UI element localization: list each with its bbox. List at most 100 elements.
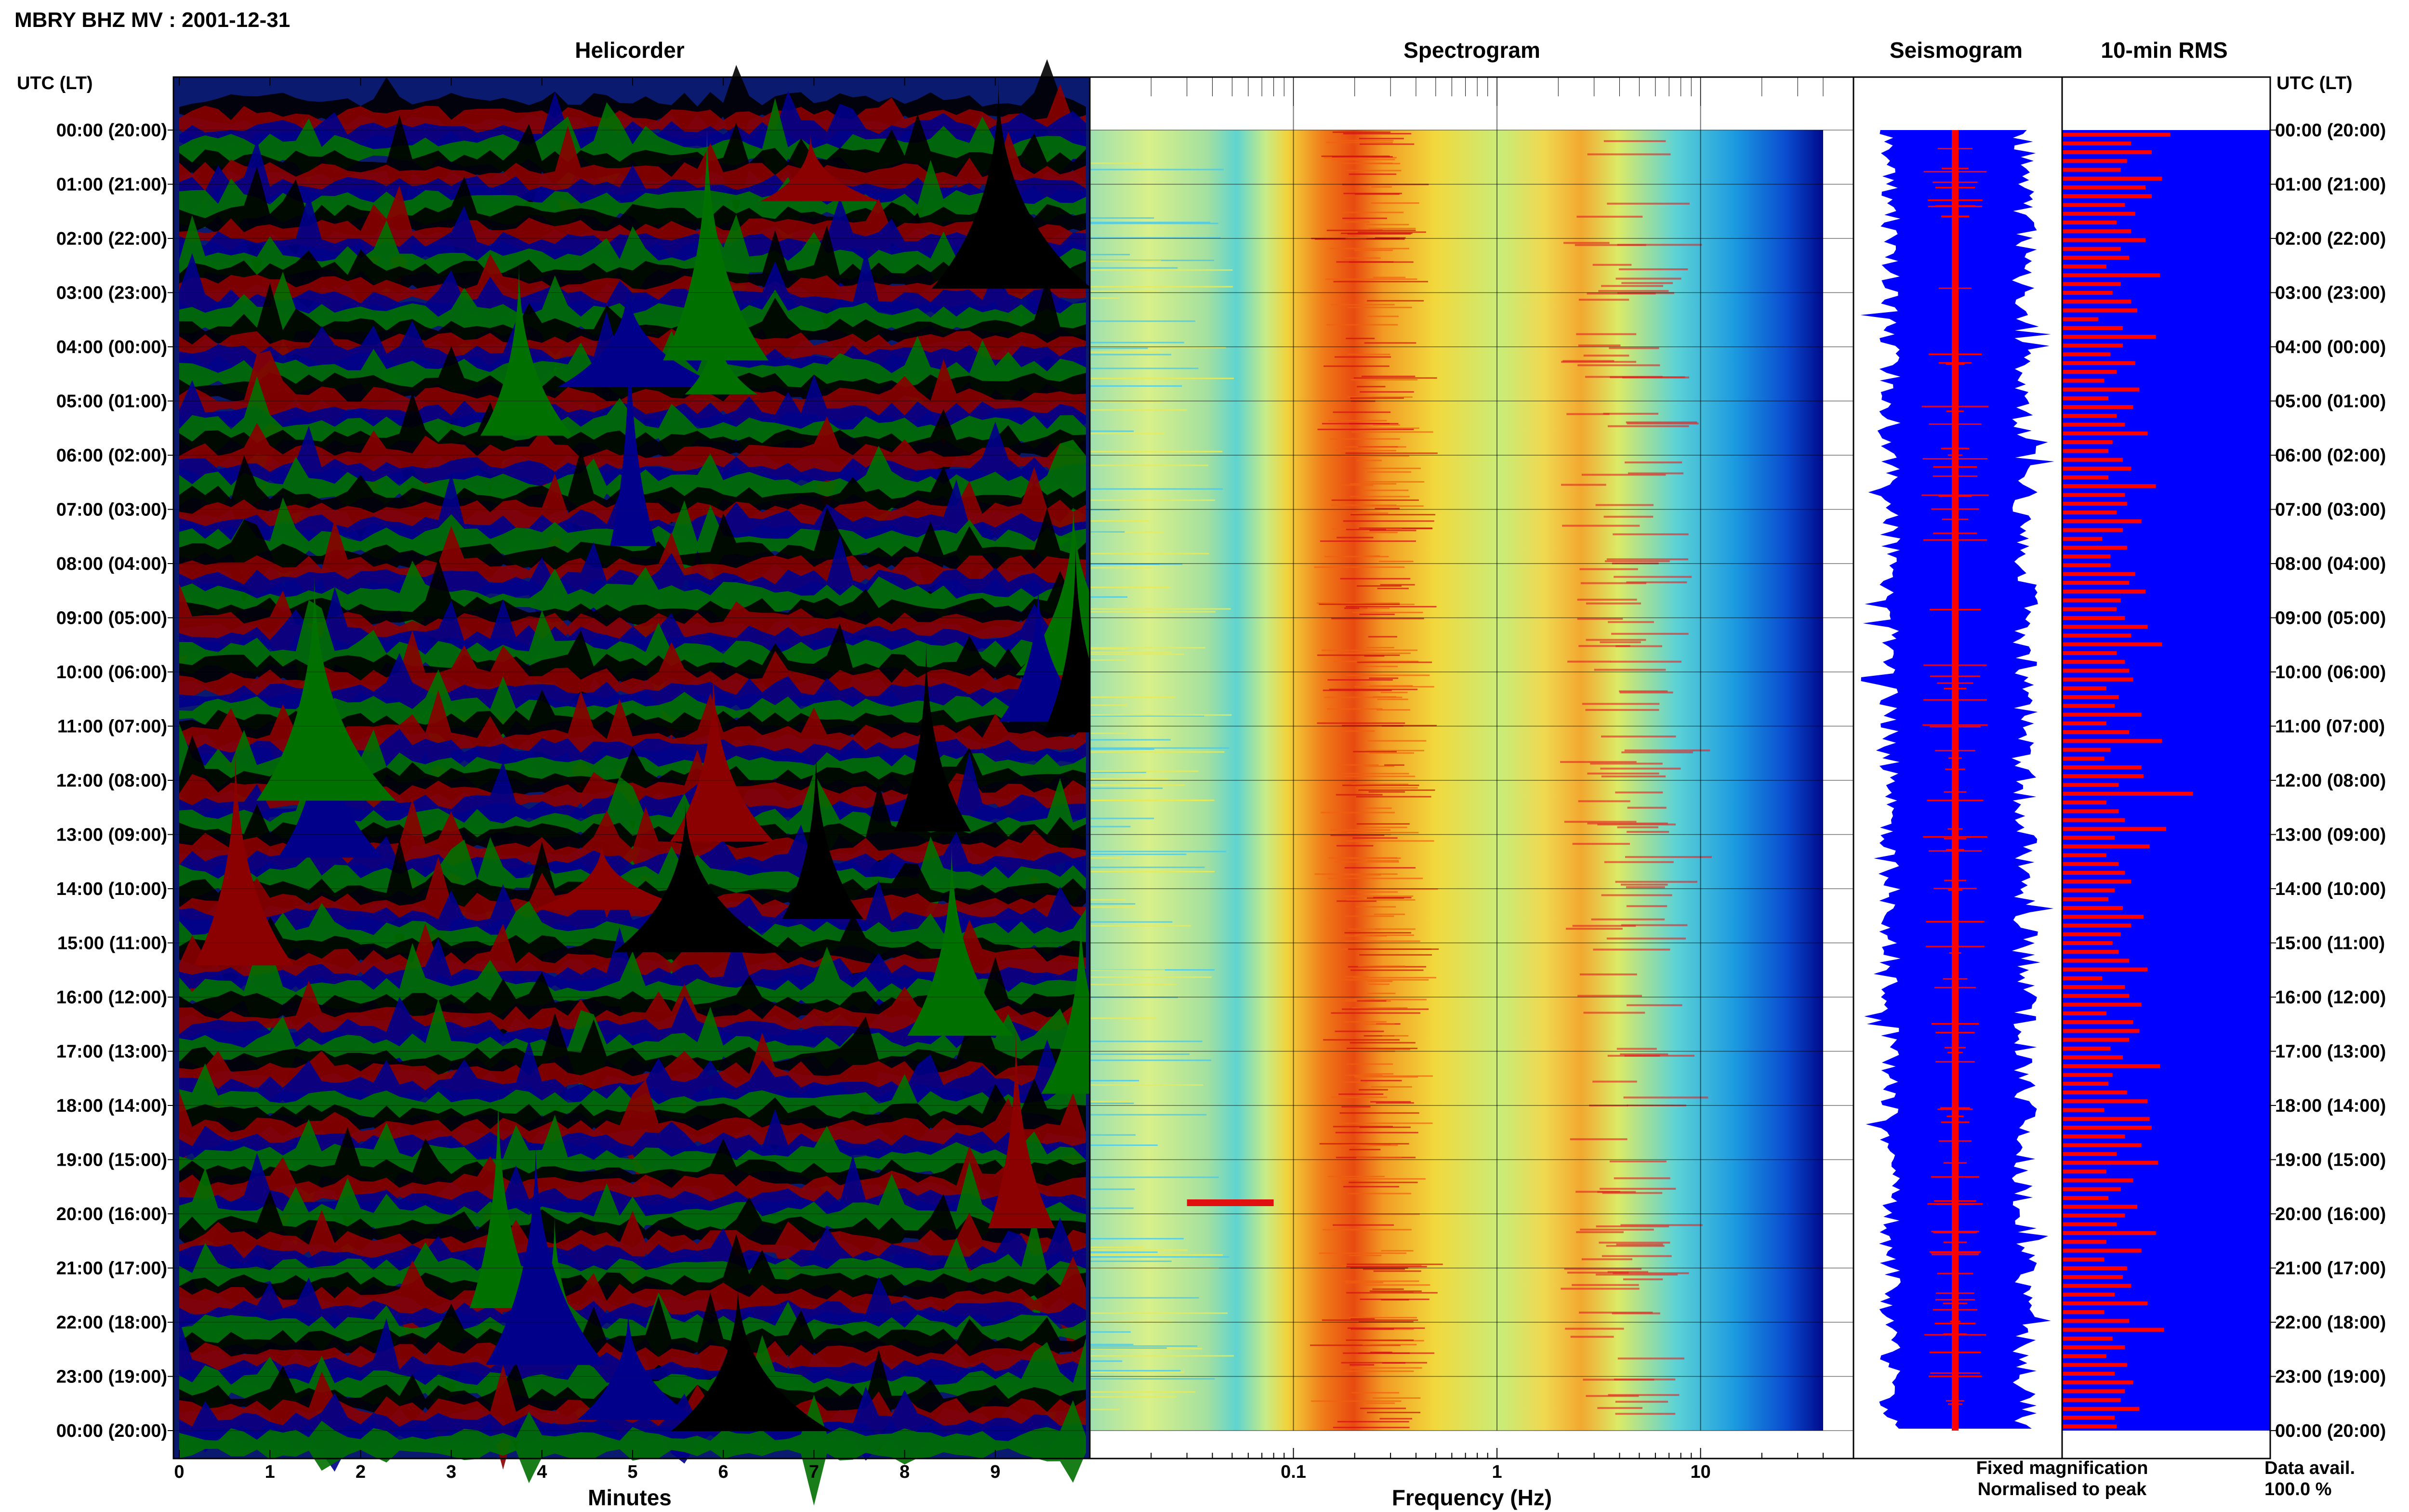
spectrogram-stripe (1323, 689, 1392, 691)
spectrogram-stripe (1358, 965, 1405, 967)
rms-bar (2063, 563, 2111, 567)
spectrogram-stripe (1090, 222, 1211, 224)
rms-bar (2063, 1011, 2106, 1016)
spectrogram-stripe (1587, 772, 1659, 775)
spectrogram-stripe (1090, 608, 1231, 610)
rms-bar (2063, 1424, 2117, 1429)
spectrogram-stripe (1322, 423, 1399, 425)
spectrogram-stripe (1364, 427, 1419, 429)
rms-bar (2063, 835, 2115, 840)
rms-bar (2063, 141, 2131, 145)
spectrogram-stripe (1367, 860, 1399, 862)
rms-bar (2063, 818, 2125, 822)
time-label-left: 09:00 (05:00) (56, 608, 167, 629)
spectrogram-transient (1187, 1199, 1274, 1206)
spectrogram-stripe (1360, 1079, 1402, 1081)
spectrogram-stripe (1336, 845, 1374, 847)
spectrogram-stripe (1380, 584, 1415, 586)
rms-bar (2063, 387, 2140, 392)
seismogram-normalised-spike (1929, 1375, 1982, 1377)
spectrogram-stripe (1586, 639, 1646, 641)
helicorder-tick-label: 3 (446, 1462, 456, 1482)
spectrogram-stripe (1352, 1007, 1408, 1009)
seismogram-normalised-spike (1946, 410, 1964, 412)
spectrogram-stripe (1576, 215, 1643, 218)
spectrogram-stripe (1347, 1263, 1443, 1265)
rms-bar (2063, 290, 2113, 295)
seismogram-normalised-spike (1935, 1299, 1975, 1301)
spectrogram-stripe (1350, 969, 1424, 971)
seismogram-normalised-spike (1936, 1292, 1974, 1294)
spectrogram-stripe (1328, 1175, 1385, 1177)
spectrogram-stripe (1314, 873, 1398, 875)
spectrogram-title: Spectrogram (1403, 38, 1540, 63)
rms-bar (2063, 809, 2119, 814)
rms-bar (2063, 1064, 2160, 1068)
rms-bar (2063, 335, 2156, 339)
spectrogram-stripe (1359, 138, 1404, 140)
spectrogram-stripe (1626, 886, 1665, 888)
spectrogram-stripe (1608, 1394, 1680, 1396)
spectrogram-stripe (1090, 217, 1154, 219)
rms-bar (2063, 168, 2121, 172)
spectrogram-stripe (1362, 666, 1398, 668)
helicorder-trace (179, 140, 1086, 243)
rms-bar (2063, 519, 2142, 524)
time-label-right: 09:00 (05:00) (2275, 608, 2386, 629)
helicorder-trace (179, 689, 1086, 775)
spectrogram-stripe (1617, 244, 1702, 246)
seismogram-normalised-spike (1942, 168, 1969, 170)
spectrogram-stripe (1362, 1344, 1417, 1346)
seismogram-normalised-spike (1927, 800, 1984, 802)
helicorder-tick-label: 2 (356, 1462, 366, 1482)
spectrogram-stripe (1606, 1245, 1665, 1247)
rms-bar (2063, 1310, 2105, 1315)
helicorder-trace (179, 836, 1086, 928)
seismogram-normalised-spike (1926, 946, 1985, 947)
seismogram-normalised-spike (1948, 1403, 1962, 1405)
spectrogram-stripe (1337, 773, 1409, 775)
rms-bar (2063, 660, 2125, 664)
spectrogram-stripe (1090, 739, 1171, 741)
spectrogram-stripe (1353, 750, 1397, 752)
spectrogram-stripe (1337, 1213, 1420, 1215)
rms-bar (2063, 1407, 2140, 1411)
spectrogram-stripe (1090, 499, 1215, 501)
spectrogram-stripe (1620, 1053, 1668, 1055)
spectrogram-stripe (1090, 784, 1185, 786)
rms-bar (2063, 774, 2144, 778)
spectrogram-stripe (1090, 1017, 1156, 1019)
helicorder-trace (179, 1146, 1086, 1245)
spectrogram-stripe (1354, 686, 1434, 688)
spectrogram-stripe (1090, 351, 1161, 353)
spectrogram-stripe (1371, 1086, 1412, 1088)
seismogram-normalised-spike (1931, 1023, 1979, 1025)
seismogram-normalised-spike (1931, 1176, 1979, 1178)
spectrogram-stripe (1349, 173, 1397, 175)
spectrogram-stripe (1359, 827, 1407, 828)
spectrogram-stripe (1610, 660, 1681, 663)
seismogram-normalised-spike (1947, 828, 1963, 830)
rms-bar (2063, 1178, 2133, 1183)
rms-bar (2063, 1020, 2133, 1025)
spectrogram-stripe (1373, 896, 1412, 898)
rms-bar (2063, 466, 2131, 471)
spectrogram-stripe (1614, 576, 1692, 578)
time-label-left: 02:00 (22:00) (56, 229, 167, 249)
spectrogram-stripe (1346, 528, 1387, 530)
spectrogram-stripe (1347, 233, 1411, 235)
time-label-left: 01:00 (21:00) (56, 175, 167, 195)
helicorder-trace (179, 1127, 1086, 1234)
spectrogram-stripe (1090, 354, 1172, 355)
rms-bar (2063, 1301, 2148, 1306)
seismogram-normalised-spike (1938, 287, 1972, 289)
spectrogram-stripe (1345, 605, 1437, 607)
seismogram-normalised-spike (1947, 454, 1963, 456)
spectrogram-stripe (1326, 229, 1416, 231)
helicorder-trace (179, 784, 1086, 908)
spectrogram-stripe (1324, 365, 1390, 367)
spectrogram-stripe (1606, 937, 1686, 940)
spectrogram-stripe (1332, 131, 1391, 133)
spectrogram-stripe (1090, 509, 1120, 511)
time-labels-right: 00:00 (20:00) 01:00 (21:00) 02:00 (22:00) 0… (2269, 120, 2386, 1441)
